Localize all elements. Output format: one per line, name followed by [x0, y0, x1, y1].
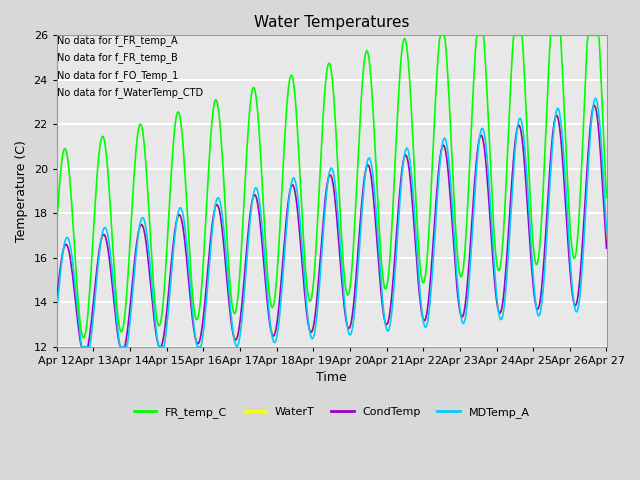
CondTemp: [591, 103, 598, 108]
CondTemp: [378, 296, 385, 302]
FR_temp_C: [436, 33, 444, 38]
FR_temp_C: [79, 335, 87, 341]
X-axis label: Time: Time: [316, 372, 347, 384]
MDTemp_A: [151, 316, 159, 322]
WaterT: [603, 238, 611, 244]
FR_temp_C: [151, 300, 159, 306]
FR_temp_C: [421, 276, 429, 282]
Legend: FR_temp_C, WaterT, CondTemp, MDTemp_A: FR_temp_C, WaterT, CondTemp, MDTemp_A: [129, 402, 534, 422]
MDTemp_A: [303, 300, 310, 306]
FR_temp_C: [603, 195, 611, 201]
CondTemp: [303, 308, 310, 313]
Line: FR_temp_C: FR_temp_C: [57, 36, 607, 338]
MDTemp_A: [468, 242, 476, 248]
WaterT: [421, 318, 429, 324]
CondTemp: [53, 295, 61, 301]
CondTemp: [78, 344, 86, 350]
Text: No data for f_WaterTemp_CTD: No data for f_WaterTemp_CTD: [57, 87, 203, 97]
MDTemp_A: [195, 344, 203, 350]
WaterT: [151, 320, 159, 325]
CondTemp: [603, 245, 611, 251]
Line: WaterT: WaterT: [57, 105, 607, 347]
Line: MDTemp_A: MDTemp_A: [57, 98, 607, 347]
CondTemp: [151, 324, 159, 329]
MDTemp_A: [378, 287, 385, 292]
WaterT: [378, 291, 385, 297]
FR_temp_C: [468, 100, 476, 106]
FR_temp_C: [303, 278, 310, 284]
CondTemp: [468, 223, 476, 228]
MDTemp_A: [421, 324, 429, 330]
Title: Water Temperatures: Water Temperatures: [254, 15, 410, 30]
MDTemp_A: [603, 228, 611, 234]
Line: CondTemp: CondTemp: [57, 106, 607, 347]
WaterT: [53, 300, 61, 305]
Text: No data for f_FR_temp_B: No data for f_FR_temp_B: [57, 52, 177, 63]
MDTemp_A: [79, 344, 86, 350]
WaterT: [591, 102, 598, 108]
Y-axis label: Temperature (C): Temperature (C): [15, 140, 28, 242]
FR_temp_C: [53, 220, 61, 226]
Text: No data for f_FR_temp_A: No data for f_FR_temp_A: [57, 36, 177, 46]
FR_temp_C: [195, 310, 203, 315]
MDTemp_A: [53, 307, 61, 313]
CondTemp: [195, 339, 203, 345]
WaterT: [79, 344, 86, 350]
WaterT: [468, 230, 476, 236]
Text: No data for f_FO_Temp_1: No data for f_FO_Temp_1: [57, 70, 178, 81]
WaterT: [195, 340, 203, 346]
CondTemp: [421, 318, 429, 324]
MDTemp_A: [591, 96, 599, 101]
WaterT: [303, 303, 310, 309]
FR_temp_C: [378, 262, 385, 268]
